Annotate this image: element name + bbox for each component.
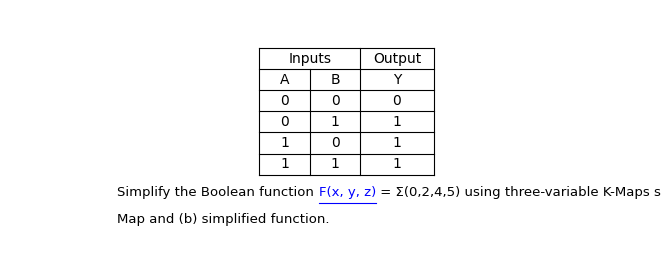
Text: 1: 1 — [393, 115, 401, 129]
Text: 1: 1 — [393, 136, 401, 150]
Text: 1: 1 — [393, 157, 401, 171]
Text: F(x, y, z): F(x, y, z) — [319, 187, 376, 200]
Text: Output: Output — [373, 52, 421, 66]
Text: Map and (b) simplified function.: Map and (b) simplified function. — [118, 213, 330, 226]
Text: 1: 1 — [330, 115, 340, 129]
Text: 0: 0 — [280, 115, 289, 129]
Text: 1: 1 — [280, 157, 289, 171]
Text: 0: 0 — [393, 94, 401, 108]
Text: 0: 0 — [330, 136, 340, 150]
Text: A: A — [280, 73, 290, 87]
Text: 1: 1 — [280, 136, 289, 150]
Text: Simplify the Boolean function: Simplify the Boolean function — [118, 187, 319, 200]
Text: 0: 0 — [330, 94, 340, 108]
Text: 0: 0 — [280, 94, 289, 108]
Text: B: B — [330, 73, 340, 87]
Text: Inputs: Inputs — [288, 52, 331, 66]
Text: = Σ(0,2,4,5) using three-variable K-Maps show (a) the K-: = Σ(0,2,4,5) using three-variable K-Maps… — [376, 187, 661, 200]
Text: 1: 1 — [330, 157, 340, 171]
Text: Y: Y — [393, 73, 401, 87]
